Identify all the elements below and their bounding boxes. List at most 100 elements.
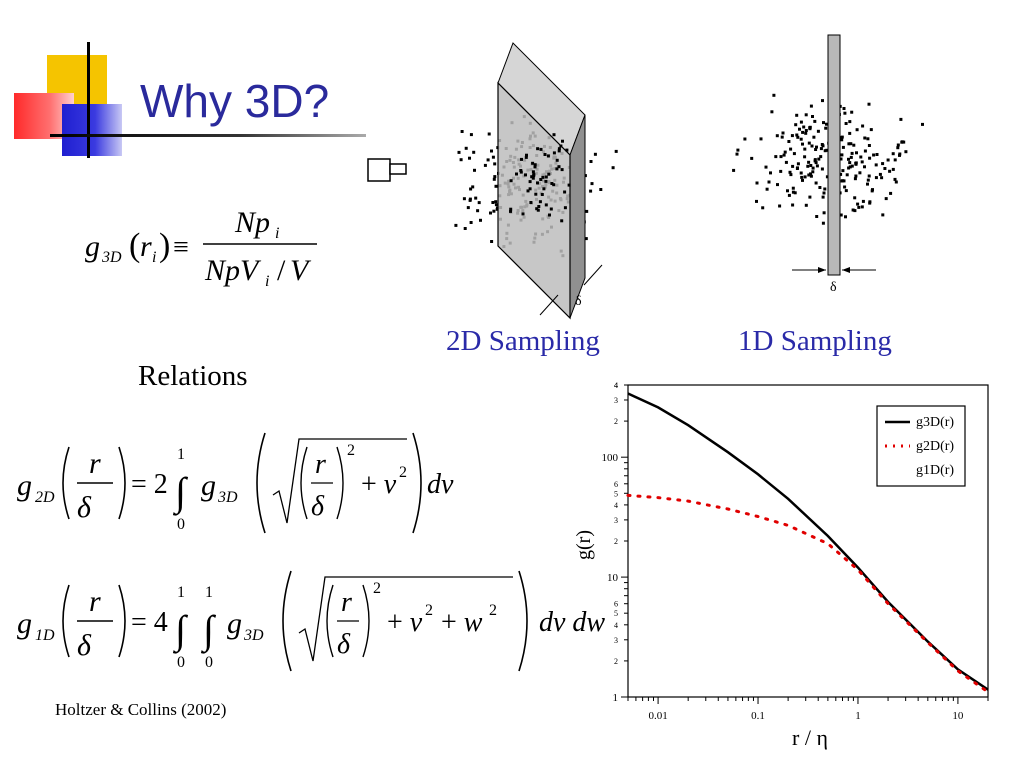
svg-text:= 4: = 4 (131, 607, 168, 638)
scatter-point (860, 160, 864, 164)
legend-g1d: g1D(r) (916, 463, 954, 478)
scatter-point (533, 163, 537, 167)
scatter-point (532, 174, 536, 178)
scatter-point (861, 124, 865, 128)
scatter-point (881, 213, 885, 217)
scatter-point (471, 185, 475, 189)
svg-text:dv: dv (427, 469, 454, 500)
scatter-point (791, 203, 795, 207)
svg-text:r: r (89, 585, 101, 618)
svg-text:2: 2 (489, 602, 497, 619)
y-minor-label: 2 (614, 537, 618, 546)
scatter-point (840, 153, 844, 157)
scatter-point (770, 110, 774, 114)
svg-text:/: / (277, 254, 286, 287)
series-line-0 (627, 392, 989, 691)
scatter-point (483, 163, 487, 167)
scatter-point (841, 169, 845, 173)
y-minor-label: 4 (614, 381, 618, 390)
legend-g2d: g2D(r) (916, 439, 954, 454)
scatter-point (810, 144, 814, 148)
svg-text:1: 1 (205, 584, 213, 601)
scatter-point (472, 150, 476, 154)
scatter-point (795, 113, 799, 117)
sampling-1d-figure: δ (732, 34, 924, 295)
scatter-point (528, 187, 532, 191)
slide-title: Why 3D? (140, 75, 330, 127)
scatter-point (809, 104, 813, 108)
scatter-point (891, 152, 895, 156)
scatter-point (533, 165, 537, 169)
scatter-point (489, 211, 492, 215)
scatter-point (546, 154, 550, 158)
scatter-point (519, 170, 523, 174)
scatter-point (866, 178, 870, 182)
scatter-point (847, 142, 851, 146)
delta-label-1d: δ (830, 280, 837, 295)
caption-1d-sampling: 1D Sampling (738, 325, 892, 357)
scatter-point (519, 169, 523, 172)
scatter-point (755, 181, 759, 185)
x-tick-label: 10 (952, 710, 964, 722)
scatter-point (462, 197, 466, 201)
svg-text:i: i (265, 273, 269, 290)
scatter-point (525, 153, 528, 157)
scatter-point (473, 168, 476, 172)
scatter-point (820, 167, 824, 171)
scatter-point (850, 151, 854, 155)
scatter-point (524, 173, 527, 177)
scatter-point (550, 182, 554, 185)
scatter-point (743, 137, 747, 141)
scatter-point (775, 134, 779, 138)
scatter-point (819, 155, 823, 159)
scatter-point (818, 186, 822, 189)
scatter-point (868, 156, 872, 160)
scatter-point (867, 102, 871, 106)
svg-text:r: r (315, 449, 326, 480)
scatter-point (817, 157, 821, 161)
scatter-point (804, 131, 808, 135)
scatter-point (822, 121, 825, 125)
scatter-point (843, 185, 847, 189)
scatter-point (493, 175, 497, 179)
svg-text:1D: 1D (35, 627, 55, 644)
scatter-point (544, 175, 548, 179)
x-tick-label: 1 (855, 710, 861, 722)
scatter-point (878, 172, 882, 176)
y-minor-label: 5 (614, 489, 618, 498)
svg-text:dv dw: dv dw (539, 607, 605, 638)
scatter-point (800, 175, 804, 179)
scatter-point (776, 183, 779, 187)
scatter-point (853, 209, 857, 213)
scatter-point (874, 176, 878, 180)
scatter-point (822, 211, 826, 215)
scatter-point (584, 237, 588, 241)
scatter-point (585, 209, 589, 213)
scatter-point (888, 169, 892, 173)
g2d-equation: g 2D r δ = 2 1 ∫ 0 g 3D r δ 2 + v 2 dv (17, 432, 454, 534)
scatter-point (849, 155, 853, 159)
svg-text:Np: Np (234, 206, 270, 239)
scatter-point (868, 201, 872, 205)
scatter-point (839, 157, 843, 161)
scatter-point (792, 152, 796, 156)
citation: Holtzer & Collins (2002) (55, 700, 227, 719)
svg-text:r: r (89, 447, 101, 480)
scatter-point (825, 148, 829, 152)
scatter-point (468, 198, 472, 202)
scatter-point (808, 195, 812, 199)
scatter-point (853, 177, 857, 181)
scatter-point (814, 161, 818, 165)
scatter-point (866, 137, 870, 141)
scatter-point (544, 203, 548, 207)
scatter-point (863, 149, 867, 153)
scatter-point (867, 144, 871, 147)
scatter-point (843, 111, 847, 115)
scatter-point (765, 187, 769, 191)
y-axis-label: g(r) (573, 530, 595, 560)
svg-text:≡: ≡ (173, 232, 189, 263)
scatter-point (469, 187, 473, 191)
svg-text:+ v: + v (361, 469, 397, 500)
scatter-point (845, 173, 849, 177)
